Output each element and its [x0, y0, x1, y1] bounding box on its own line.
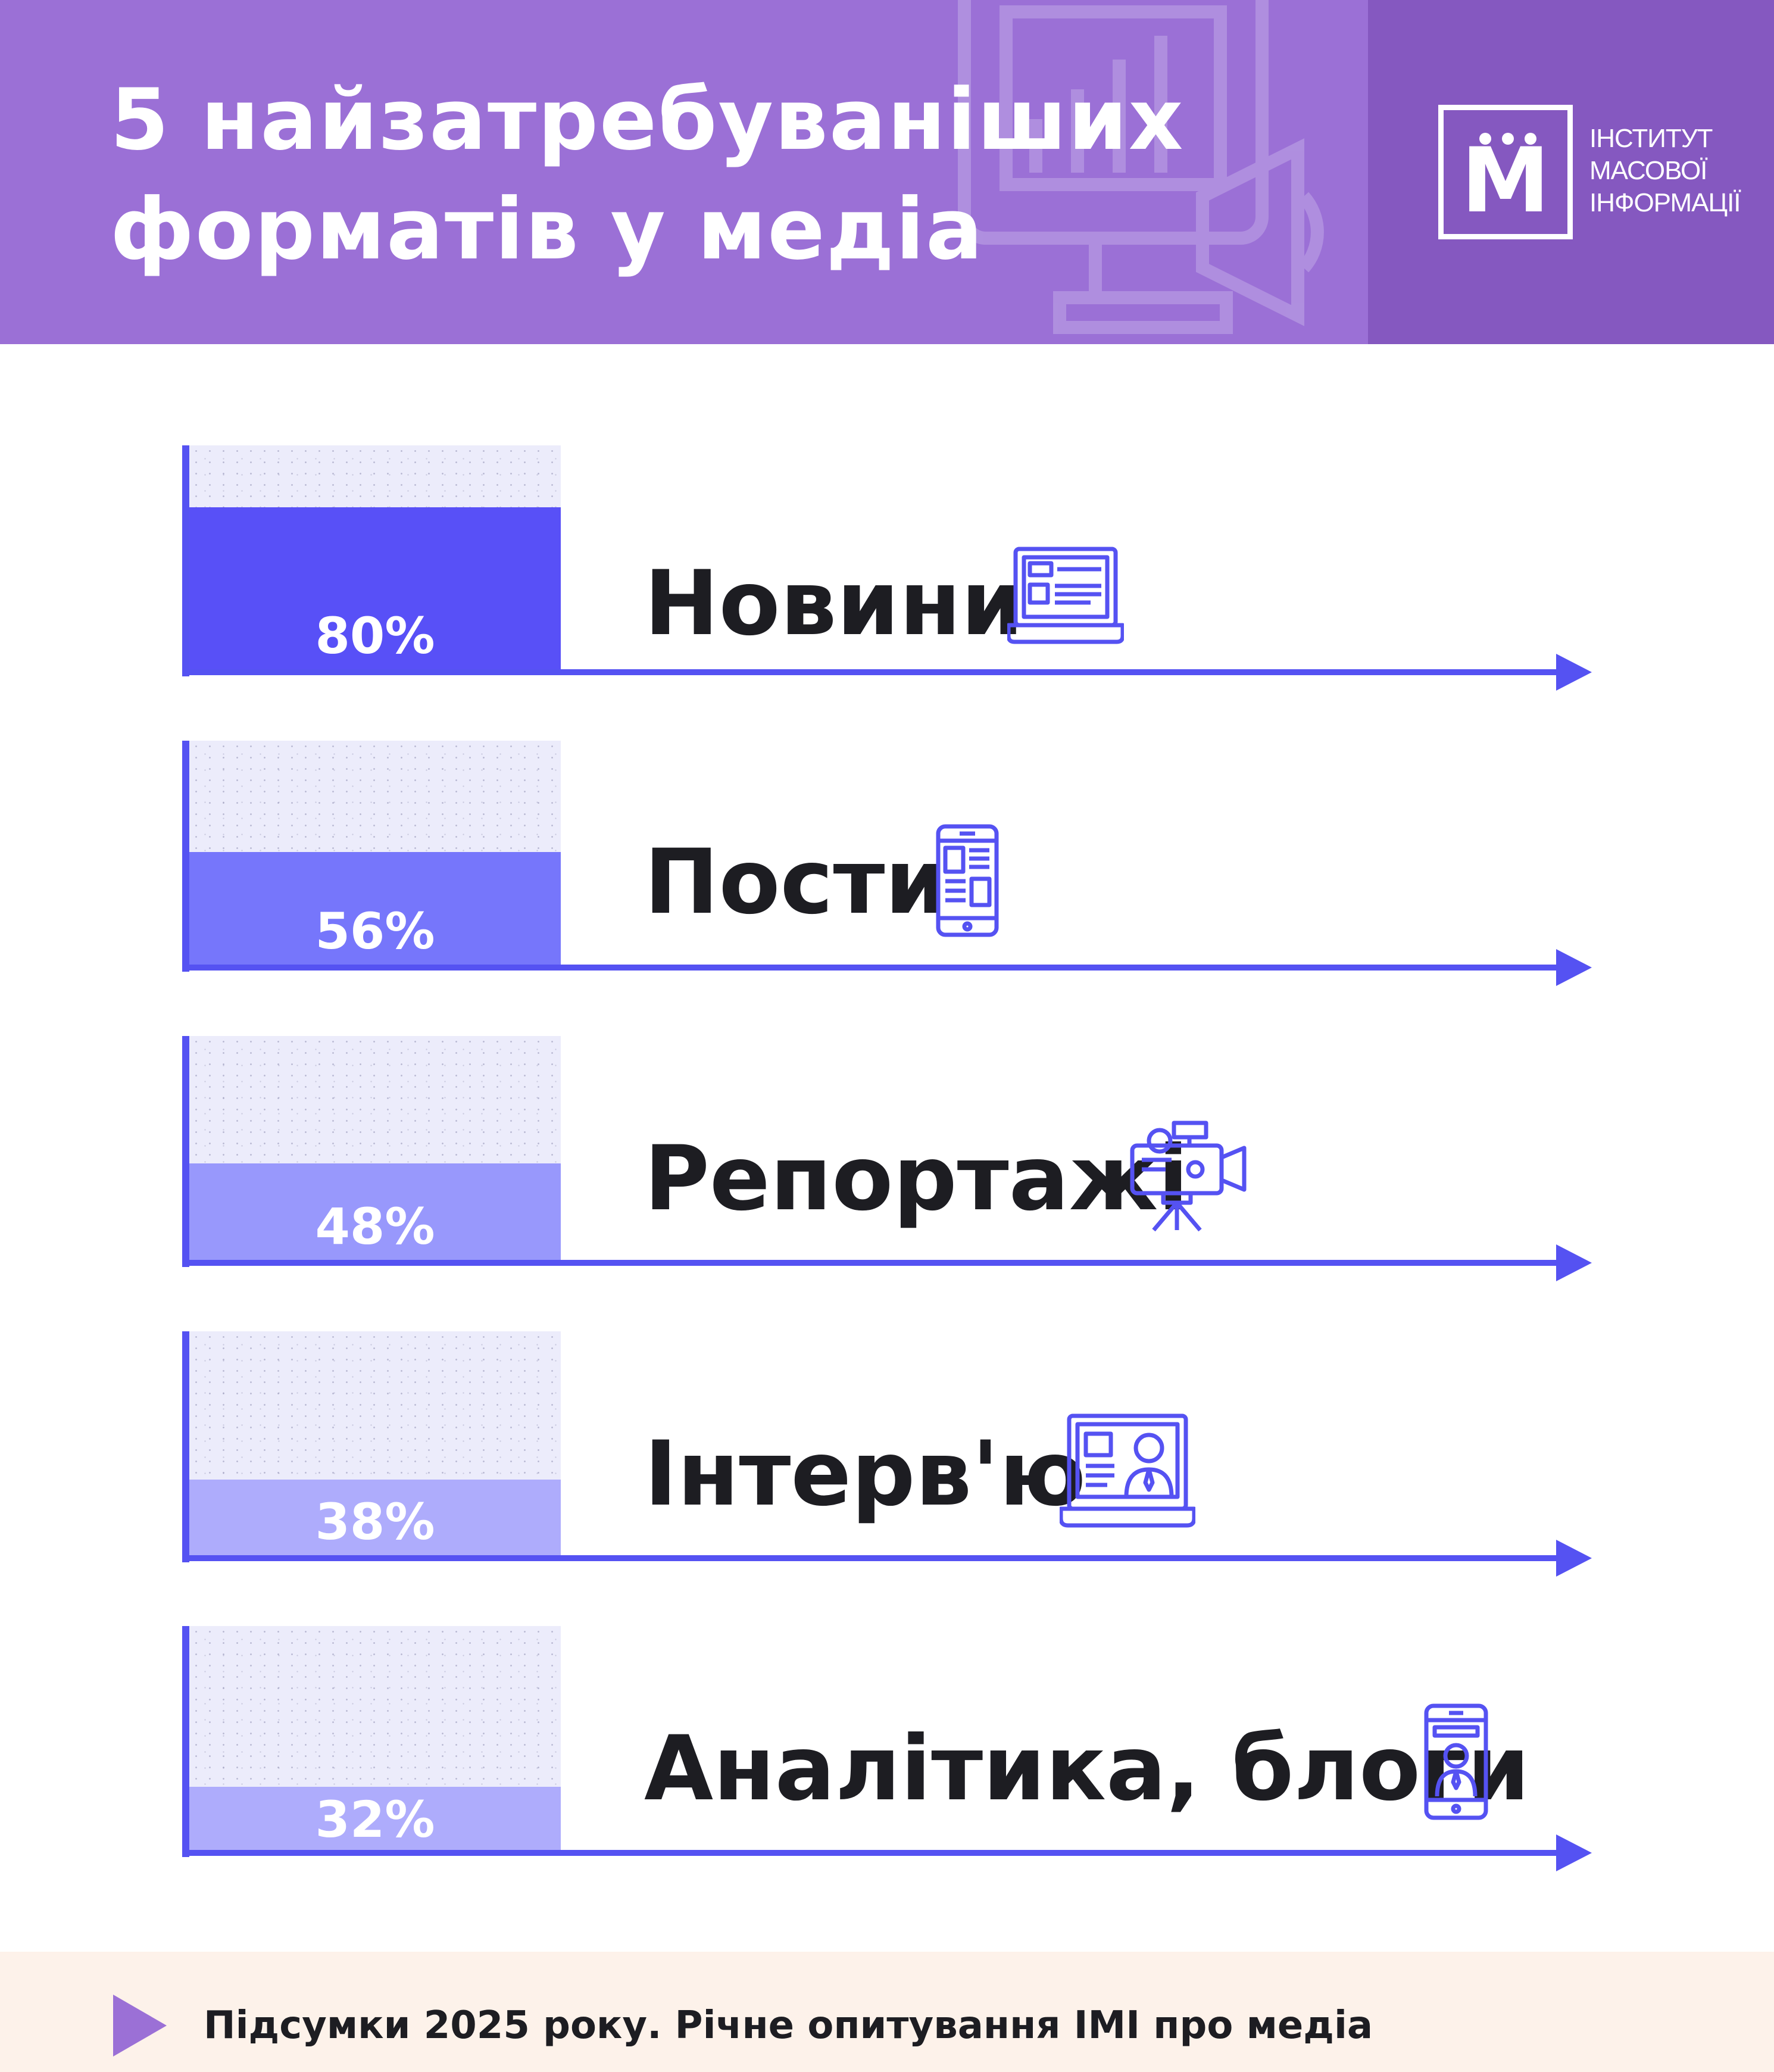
- axis-vertical: [182, 1626, 189, 1857]
- chart-row: 32% Аналітика, блоги: [0, 1626, 1774, 1871]
- logo-text-line-3: ІНФОРМАЦІЇ: [1589, 188, 1741, 217]
- axis-vertical: [182, 1036, 189, 1267]
- title-line-2: форматів у медіа: [110, 180, 984, 279]
- axis-vertical: [182, 741, 189, 972]
- data-label: 80%: [315, 607, 435, 665]
- smartphone-person-icon: [1424, 1703, 1488, 1820]
- laptop-news-icon: [1007, 547, 1124, 644]
- bar: [189, 852, 561, 967]
- footer: Підсумки 2025 року. Річне опитування ІМІ…: [0, 1952, 1774, 2072]
- axis-horizontal: [182, 1555, 1569, 1561]
- axis-vertical: [182, 1331, 189, 1562]
- header-banner: 5 найзатребуваніших форматів у медіа М І…: [0, 0, 1774, 344]
- chart-row: 80% Новини: [0, 445, 1774, 691]
- logo-text: ІНСТИТУТ МАСОВОЇ ІНФОРМАЦІЇ: [1589, 123, 1768, 219]
- logo-letter: М: [1461, 129, 1550, 233]
- megaphone-chart-decoration-icon: [958, 0, 1324, 334]
- axis-vertical: [182, 445, 189, 676]
- bar: [189, 507, 561, 672]
- chart-row: 48% Репортажі: [0, 1036, 1774, 1281]
- arrow-head-icon: [1556, 1540, 1592, 1577]
- video-camera-icon: [1130, 1121, 1247, 1232]
- category-label: Інтерв'ю: [644, 1422, 1086, 1526]
- axis-horizontal: [182, 1850, 1569, 1856]
- category-label: Аналітика, блоги: [644, 1717, 1530, 1821]
- smartphone-post-icon: [936, 824, 999, 937]
- data-label: 56%: [315, 902, 435, 960]
- chart-row: 56% Пости: [0, 741, 1774, 986]
- chart-row: 38% Інтерв'ю: [0, 1331, 1774, 1577]
- logo-text-line-2: МАСОВОЇ: [1589, 156, 1707, 185]
- axis-horizontal: [182, 1260, 1569, 1266]
- category-label: Новини: [644, 552, 1024, 656]
- page-title: 5 найзатребуваніших форматів у медіа: [110, 65, 1241, 285]
- arrow-head-icon: [1556, 949, 1592, 986]
- data-label: 38%: [315, 1493, 435, 1551]
- bar: [189, 1787, 561, 1852]
- logo-text-line-1: ІНСТИТУТ: [1589, 124, 1713, 153]
- footer-source: Підсумки 2025 року. Річне опитування ІМІ…: [204, 2004, 1373, 2048]
- category-label: Репортажі: [644, 1127, 1189, 1231]
- axis-horizontal: [182, 669, 1569, 675]
- category-label: Пости: [644, 831, 948, 934]
- arrow-head-icon: [1556, 1834, 1592, 1871]
- bar: [189, 1480, 561, 1558]
- logo-dots: [1479, 133, 1539, 146]
- axis-horizontal: [182, 965, 1569, 971]
- data-label: 48%: [315, 1197, 435, 1256]
- arrow-head-icon: [1556, 1244, 1592, 1281]
- monitor-interview-icon: [1060, 1413, 1195, 1528]
- arrow-head-icon: [1556, 654, 1592, 691]
- title-line-1: 5 найзатребуваніших: [110, 71, 1185, 169]
- imi-logo: М: [1438, 105, 1573, 239]
- play-triangle-icon: [113, 1995, 167, 2057]
- data-label: 32%: [315, 1790, 435, 1849]
- bar: [189, 1163, 561, 1262]
